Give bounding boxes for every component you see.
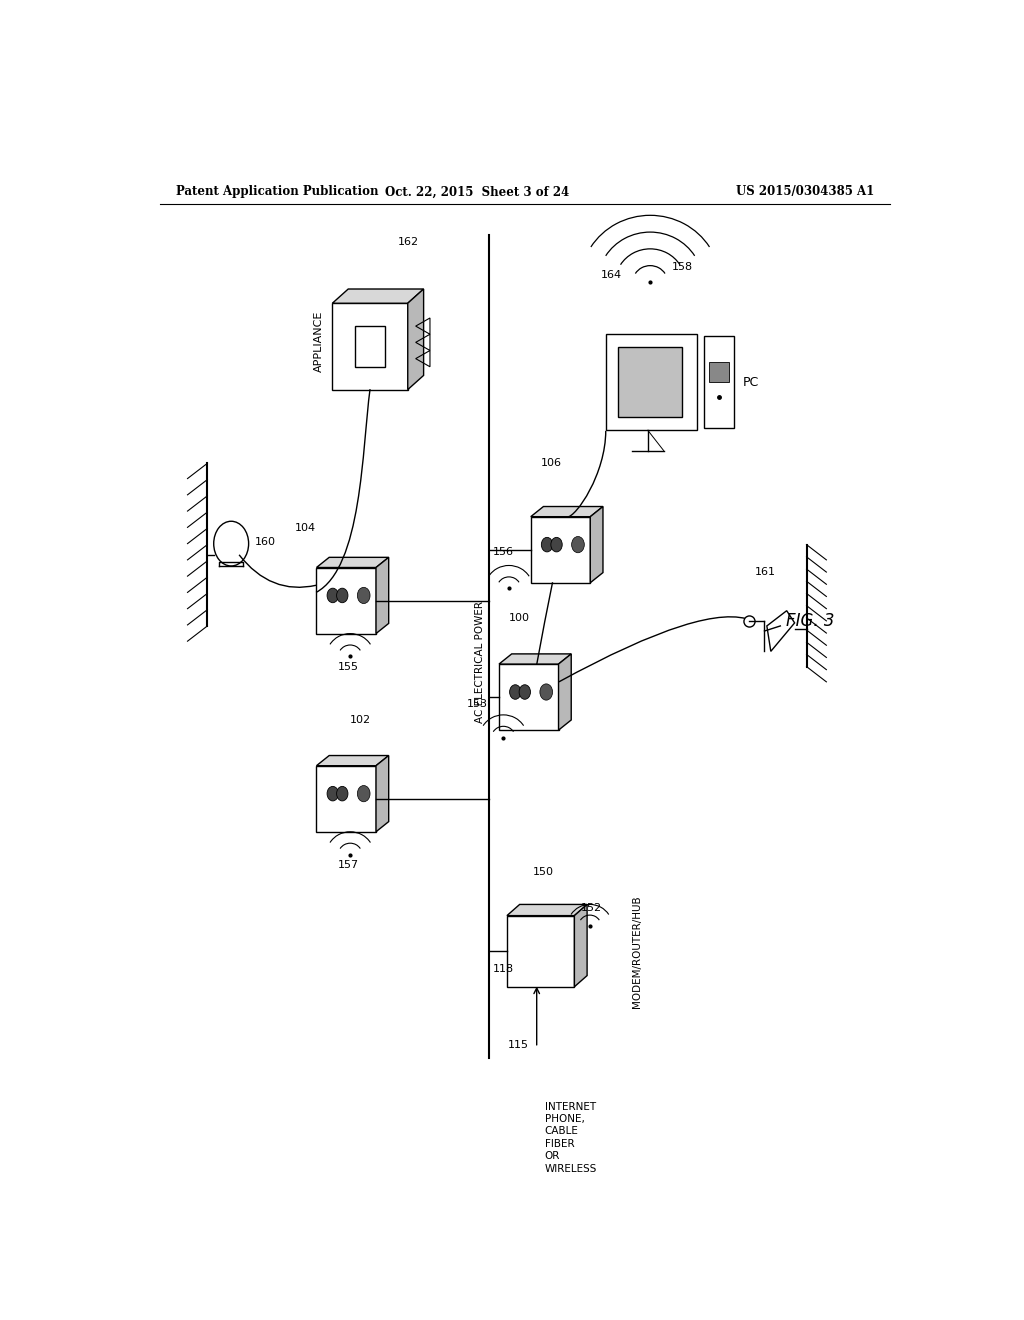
Circle shape [519,685,530,700]
Polygon shape [530,516,590,582]
Circle shape [357,785,370,801]
Circle shape [357,587,370,603]
Polygon shape [530,507,603,516]
Circle shape [510,685,521,700]
Circle shape [571,536,585,553]
Circle shape [327,589,338,603]
Text: 106: 106 [541,458,562,469]
Polygon shape [590,507,603,582]
Text: 157: 157 [338,859,359,870]
Text: INTERNET
PHONE,
CABLE
FIBER
OR
WIRELESS: INTERNET PHONE, CABLE FIBER OR WIRELESS [545,1102,597,1173]
Polygon shape [499,664,558,730]
Text: 155: 155 [338,661,359,672]
Text: Patent Application Publication: Patent Application Publication [176,185,378,198]
Text: 104: 104 [295,524,315,533]
Circle shape [214,521,249,566]
Polygon shape [574,904,587,987]
Text: 100: 100 [509,612,530,623]
Text: 162: 162 [397,236,419,247]
Circle shape [337,787,348,801]
Text: APPLIANCE: APPLIANCE [313,310,324,372]
Text: 118: 118 [494,964,514,974]
Polygon shape [408,289,424,389]
Polygon shape [333,304,408,389]
Text: 115: 115 [508,1040,528,1049]
Polygon shape [316,755,389,766]
Polygon shape [376,755,389,832]
Polygon shape [316,766,376,832]
Text: 152: 152 [581,903,601,912]
Text: 161: 161 [755,568,776,577]
Polygon shape [767,611,795,651]
Text: US 2015/0304385 A1: US 2015/0304385 A1 [735,185,873,198]
Text: 158: 158 [672,263,693,272]
Polygon shape [703,337,734,428]
Circle shape [327,787,338,801]
Polygon shape [507,904,587,916]
Text: FIG. 3: FIG. 3 [786,612,835,630]
Polygon shape [606,334,697,430]
Polygon shape [709,362,729,381]
Circle shape [551,537,562,552]
Text: 160: 160 [255,537,276,546]
Polygon shape [376,557,389,634]
Circle shape [542,537,553,552]
Text: PC: PC [743,375,759,388]
Circle shape [540,684,553,700]
Polygon shape [316,557,389,568]
Text: MODEM/ROUTER/HUB: MODEM/ROUTER/HUB [632,895,642,1007]
Text: 150: 150 [532,867,554,876]
Text: Oct. 22, 2015  Sheet 3 of 24: Oct. 22, 2015 Sheet 3 of 24 [385,185,569,198]
Circle shape [337,589,348,603]
Polygon shape [618,347,682,417]
Polygon shape [499,653,571,664]
Polygon shape [558,653,571,730]
Text: 153: 153 [467,700,487,709]
Text: 156: 156 [494,546,514,557]
Text: 102: 102 [350,714,372,725]
Text: 164: 164 [600,271,622,280]
Polygon shape [333,289,424,304]
Polygon shape [355,326,385,367]
Text: AC ELECTRICAL POWER: AC ELECTRICAL POWER [474,601,484,722]
Polygon shape [316,568,376,634]
Polygon shape [507,916,574,987]
